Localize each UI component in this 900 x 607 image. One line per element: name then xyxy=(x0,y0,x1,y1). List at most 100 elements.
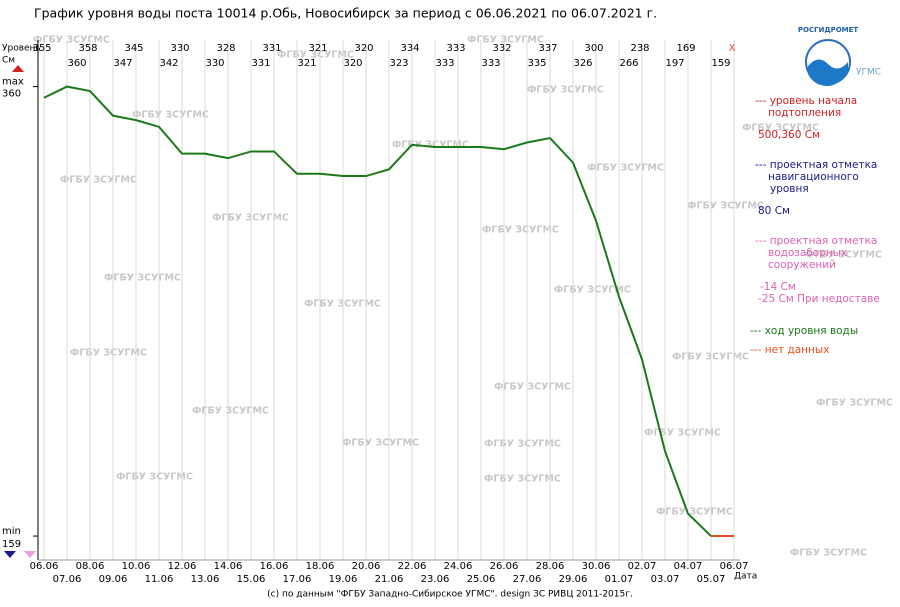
watermark: ФГБУ ЗСУГМС xyxy=(277,50,354,61)
x-label: Дата xyxy=(734,572,757,582)
value-label: 321 xyxy=(308,43,327,54)
logo: РОСГИДРОМЕТ УГМС xyxy=(798,26,881,86)
legend-text: --- ход уровня воды xyxy=(750,325,858,337)
watermark: ФГБУ ЗСУГМС xyxy=(304,299,381,310)
min-label: min xyxy=(2,526,21,537)
min-marker xyxy=(4,551,16,558)
x-tick-label: 18.06 xyxy=(306,561,335,572)
x-tick-label: 06.06 xyxy=(30,561,59,572)
y-tick-label: 360 xyxy=(2,89,21,100)
x-tick-label: 16.06 xyxy=(260,561,289,572)
value-label: 197 xyxy=(665,58,684,69)
value-label: 334 xyxy=(400,43,419,54)
y-unit: См xyxy=(2,56,15,66)
watermark: ФГБУ ЗСУГМС xyxy=(104,273,181,284)
value-label: 330 xyxy=(170,43,189,54)
watermark: ФГБУ ЗСУГМС xyxy=(527,85,604,96)
x-tick-label: 11.06 xyxy=(145,574,174,585)
x-tick-label: 15.06 xyxy=(237,574,266,585)
watermark: ФГБУ ЗСУГМС xyxy=(687,201,764,212)
watermark: ФГБУ ЗСУГМС xyxy=(467,35,544,46)
watermark: ФГБУ ЗСУГМС xyxy=(70,348,147,359)
value-label: 347 xyxy=(113,58,132,69)
legend-text: водозаборных xyxy=(768,247,847,259)
logo-text: РОСГИДРОМЕТ xyxy=(798,26,859,34)
value-label: 159 xyxy=(711,58,730,69)
watermark: ФГБУ ЗСУГМС xyxy=(116,472,193,483)
value-label: 333 xyxy=(481,58,500,69)
x-tick-label: 26.06 xyxy=(490,561,519,572)
legend-text: --- уровень начала xyxy=(755,95,857,107)
x-tick-label: 02.07 xyxy=(628,561,657,572)
x-tick-label: 22.06 xyxy=(398,561,427,572)
x-tick-label: 17.06 xyxy=(283,574,312,585)
legend-text: навигационного xyxy=(768,171,859,183)
legend-text: --- проектная отметка xyxy=(755,235,877,247)
value-label: 342 xyxy=(159,58,178,69)
watermark: ФГБУ ЗСУГМС xyxy=(587,163,664,174)
value-label: 337 xyxy=(538,43,557,54)
x-tick-label: 03.07 xyxy=(651,574,680,585)
watermark: ФГБУ ЗСУГМС xyxy=(554,285,631,296)
x-tick-label: 12.06 xyxy=(168,561,197,572)
max-marker xyxy=(12,65,24,72)
x-tick-label: 21.06 xyxy=(375,574,404,585)
x-tick-label: 24.06 xyxy=(444,561,473,572)
y-label: Уровень xyxy=(2,44,41,54)
value-label: 320 xyxy=(354,43,373,54)
watermark: ФГБУ ЗСУГМС xyxy=(484,439,561,450)
value-label: 238 xyxy=(630,43,649,54)
watermark: ФГБУ ЗСУГМС xyxy=(742,123,819,134)
y-tick-label: 159 xyxy=(2,539,21,550)
value-label: 332 xyxy=(492,43,511,54)
x-tick-label: 08.06 xyxy=(76,561,105,572)
legend-text: сооружений xyxy=(768,259,836,271)
x-tick-label: 28.06 xyxy=(536,561,565,572)
legend-value: 80 См xyxy=(758,205,790,217)
x-tick-label: 09.06 xyxy=(99,574,128,585)
value-label: 169 xyxy=(676,43,695,54)
value-label: 300 xyxy=(584,43,603,54)
x-tick-label: 04.07 xyxy=(674,561,703,572)
watermark: ФГБУ ЗСУГМС xyxy=(656,507,733,518)
value-label: 333 xyxy=(446,43,465,54)
x-tick-label: 01.07 xyxy=(605,574,634,585)
value-label: 335 xyxy=(527,58,546,69)
watermark: ФГБУ ЗСУГМС xyxy=(494,382,571,393)
x-tick-label: 27.06 xyxy=(513,574,542,585)
max-label: max xyxy=(2,77,24,88)
value-label: 345 xyxy=(124,43,143,54)
x-tick-label: 10.06 xyxy=(122,561,151,572)
value-label: 331 xyxy=(251,58,270,69)
watermark: ФГБУ ЗСУГМС xyxy=(816,398,893,409)
watermark: ФГБУ ЗСУГМС xyxy=(484,474,561,485)
legend-text: --- проектная отметка xyxy=(755,159,877,171)
watermark: ФГБУ ЗСУГМС xyxy=(644,428,721,439)
value-label: 328 xyxy=(216,43,235,54)
x-tick-label: 07.06 xyxy=(53,574,82,585)
watermark: ФГБУ ЗСУГМС xyxy=(212,213,289,224)
watermark: ФГБУ ЗСУГМС xyxy=(482,225,559,236)
value-label: 266 xyxy=(619,58,638,69)
watermark: ФГБУ ЗСУГМС xyxy=(33,35,110,46)
x-tick-label: 25.06 xyxy=(467,574,496,585)
watermark: ФГБУ ЗСУГМС xyxy=(392,140,469,151)
value-label: 358 xyxy=(78,43,97,54)
missing-label: X xyxy=(729,43,736,54)
legend-text: уровня xyxy=(770,183,809,195)
x-tick-label: 06.07 xyxy=(720,561,749,572)
value-label: 333 xyxy=(435,58,454,69)
value-label: 355 xyxy=(32,43,51,54)
x-tick-label: 30.06 xyxy=(582,561,611,572)
x-tick-label: 05.07 xyxy=(697,574,726,585)
value-label: 323 xyxy=(389,58,408,69)
x-tick-label: 23.06 xyxy=(421,574,450,585)
legend-value: -25 См При недоставе xyxy=(758,293,880,305)
watermark: ФГБУ ЗСУГМС xyxy=(342,438,419,449)
x-tick-label: 14.06 xyxy=(214,561,243,572)
value-label: 326 xyxy=(573,58,592,69)
legend-value: 500,360 См xyxy=(758,129,820,141)
